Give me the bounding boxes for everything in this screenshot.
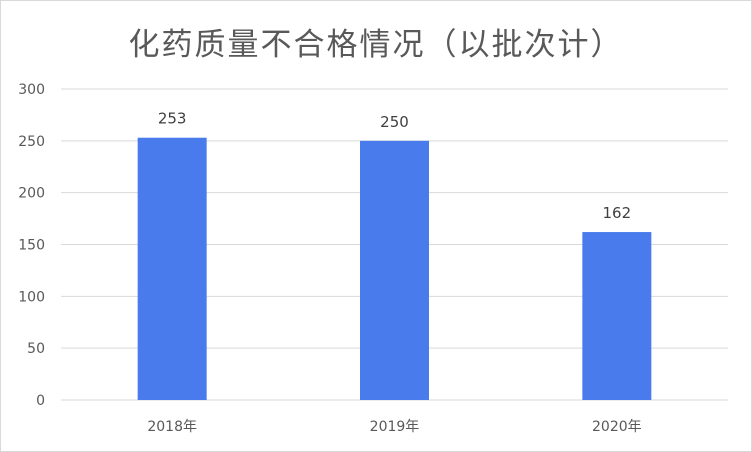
data-label-2: 162 [603, 204, 632, 222]
bar-2 [582, 232, 652, 400]
x-axis-tick-labels: 2018年 2019年 2020年 [147, 419, 641, 435]
x-tick-label-1: 2019年 [370, 419, 420, 435]
chart-title: 化药质量不合格情况（以批次计） [128, 27, 624, 63]
data-label-0: 253 [158, 110, 187, 128]
data-label-1: 250 [380, 113, 409, 131]
y-tick-label: 0 [36, 393, 45, 409]
y-tick-label: 100 [18, 289, 45, 305]
y-axis-tick-labels: 0 50 100 150 200 250 300 [18, 82, 45, 409]
x-tick-label-2: 2020年 [592, 419, 642, 435]
data-labels: 253 250 162 [158, 110, 631, 222]
bar-0 [137, 137, 207, 400]
y-tick-label: 200 [18, 186, 45, 202]
bar-1 [360, 140, 429, 401]
y-tick-label: 50 [27, 341, 45, 357]
x-tick-label-0: 2018年 [147, 419, 197, 435]
y-tick-label: 150 [18, 238, 45, 254]
y-tick-label: 250 [18, 134, 45, 150]
bars [137, 137, 652, 401]
y-tick-label: 300 [18, 82, 45, 98]
